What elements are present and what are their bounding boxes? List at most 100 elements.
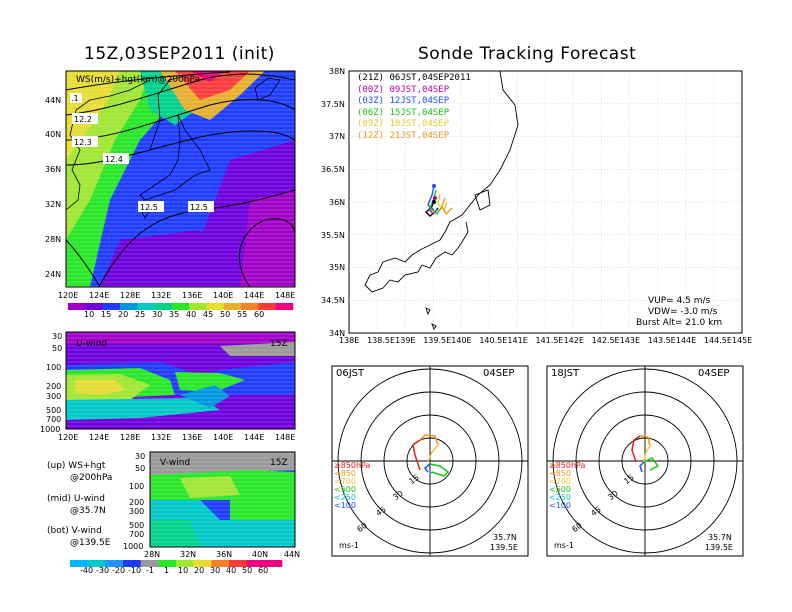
svg-text:38N: 38N <box>329 67 345 76</box>
svg-text:200: 200 <box>129 498 144 507</box>
svg-text:100: 100 <box>129 482 144 491</box>
legend-entry-2: (03Z) 12JST,04SEP <box>357 96 450 106</box>
svg-text:1000: 1000 <box>123 542 143 551</box>
track-lon-tick: 140E <box>451 336 471 345</box>
svg-text:37N: 37N <box>329 132 345 141</box>
hodo2-legend-entry: <100 <box>549 501 571 510</box>
vdw-text: VDW= -3.0 m/s <box>648 307 718 317</box>
hodo1-time: 06JST <box>336 368 365 379</box>
svg-text:120E: 120E <box>58 433 78 442</box>
svg-text:300: 300 <box>129 507 144 516</box>
v-colorbar-swatch <box>70 560 88 567</box>
track-lon-tick: 143.5E <box>648 336 676 345</box>
ws-colorbar-swatch <box>275 303 294 310</box>
svg-text:40N: 40N <box>45 130 61 139</box>
svg-text:136E: 136E <box>182 433 202 442</box>
u-lon-ticks: 120E 124E 128E 132E 136E 140E 144E 148E <box>58 433 295 442</box>
track-end-marker <box>432 200 436 204</box>
hodo2-loc1: 35.7N <box>708 533 732 542</box>
ws-colorbar-swatch <box>171 303 190 310</box>
note-up-1: (up) WS+hgt <box>47 461 106 471</box>
contour-label: 12.4 <box>105 155 123 164</box>
svg-text:32N: 32N <box>45 200 61 209</box>
svg-text:500: 500 <box>46 406 61 415</box>
u-p-ticks: 30 50 100 200 300 500 700 1000 <box>40 332 62 434</box>
legend-entry-4: (09Z) 18JST,04SEP <box>357 119 450 129</box>
hodo1-legend-entry: <100 <box>334 501 356 510</box>
hodo1-legend: ≥850hPa <850 <700 <500 <250 <100 <box>334 462 370 510</box>
svg-text:124E: 124E <box>89 433 109 442</box>
v-colorbar-swatch <box>105 560 124 567</box>
contour-label: 12.5 <box>140 203 158 212</box>
legend-entry-5: (12Z) 21JST,04SEP <box>357 130 450 141</box>
contour-label: 12.3 <box>74 138 92 147</box>
svg-text:30: 30 <box>52 332 62 341</box>
svg-text:200: 200 <box>46 382 61 391</box>
svg-text:30: 30 <box>135 452 145 461</box>
contour-label-group: .1 12.2 12.3 12.4 12.5 12.5 <box>70 93 214 212</box>
hodo1-date: 04SEP <box>483 368 515 379</box>
ws-colorbar-swatch <box>223 303 242 310</box>
svg-text:148E: 148E <box>275 291 295 300</box>
u-wind-time: 15Z <box>270 339 288 349</box>
v-colorbar <box>70 560 283 567</box>
hodo2-date: 04SEP <box>698 368 730 379</box>
svg-text:-40: -40 <box>80 566 93 575</box>
svg-text:60: 60 <box>258 566 268 575</box>
v-wind-time: 15Z <box>270 458 288 468</box>
track-lon-tick: 140.5E <box>479 336 507 345</box>
svg-text:128E: 128E <box>120 291 140 300</box>
hodo2-time: 18JST <box>551 368 580 379</box>
note-mid-2: @35.7N <box>70 506 106 516</box>
ws-colorbar-swatch <box>137 303 155 310</box>
ws-lon-ticks: 120E 124E 128E 132E 136E 140E 144E 148E <box>58 291 295 300</box>
svg-text:40N: 40N <box>252 550 268 559</box>
contour-label: 12.5 <box>190 203 208 212</box>
svg-text:20: 20 <box>118 310 128 319</box>
left-title: 15Z,03SEP2011 (init) <box>84 44 275 64</box>
svg-text:100: 100 <box>46 363 61 372</box>
track-lon-tick: 138E <box>339 336 359 345</box>
v-colorbar-swatch <box>264 560 283 567</box>
v-wind-label: V-wind <box>160 458 190 468</box>
hodo2-legend-entry: <250 <box>549 493 571 502</box>
ws-colorbar-swatch <box>102 303 121 310</box>
svg-text:37.5N: 37.5N <box>321 100 345 109</box>
svg-text:30: 30 <box>210 566 220 575</box>
svg-text:35: 35 <box>169 310 179 319</box>
hodo1-unit: ms-1 <box>339 541 359 550</box>
track-map <box>348 70 743 334</box>
hodo2-legend: ≥850hPa <850 <700 <500 <250 <100 <box>549 462 585 510</box>
v-colorbar-swatch <box>229 560 247 567</box>
svg-text:40: 40 <box>186 310 196 319</box>
svg-text:36N: 36N <box>216 550 232 559</box>
track-end-marker <box>433 196 437 200</box>
v-colorbar-swatch <box>193 560 212 567</box>
svg-text:300: 300 <box>46 392 61 401</box>
svg-text:124E: 124E <box>89 291 109 300</box>
track-lon-ticks: 138E 138.5E 139E 139.5E 140E 140.5E 141E 141.5E… <box>339 336 752 345</box>
ws-colorbar-swatch <box>119 303 138 310</box>
ws-colorbar-swatch <box>189 303 207 310</box>
v-colorbar-swatch <box>87 560 106 567</box>
track-lon-tick: 142.5E <box>592 336 620 345</box>
svg-text:44N: 44N <box>284 550 300 559</box>
hodo1-legend-entry: <700 <box>334 477 356 486</box>
hodo2-legend-entry: <850 <box>549 469 571 478</box>
track-lon-tick: 143E <box>620 336 640 345</box>
svg-text:40: 40 <box>226 566 236 575</box>
ws-colorbar-ticks: 10 15 20 25 30 35 40 45 50 55 60 <box>84 310 264 319</box>
svg-text:148E: 148E <box>275 433 295 442</box>
contour-label: .1 <box>71 94 79 103</box>
v-lat-ticks: 28N 32N 36N 40N 44N <box>144 550 300 559</box>
sonde-tracks <box>424 185 453 217</box>
hodo2-legend-entry: <700 <box>549 477 571 486</box>
track-lat-ticks: 38N 37.5N 37N 36.5N 36N 35.5N 35N 34.5N … <box>321 67 345 338</box>
svg-text:35N: 35N <box>329 263 345 272</box>
svg-text:-30: -30 <box>96 566 109 575</box>
ws-colorbar-swatch <box>206 303 225 310</box>
ws-map-label: WS(m/s)+hgt(km)@200hPa <box>76 75 200 85</box>
svg-text:50: 50 <box>220 310 230 319</box>
svg-text:500: 500 <box>129 521 144 530</box>
